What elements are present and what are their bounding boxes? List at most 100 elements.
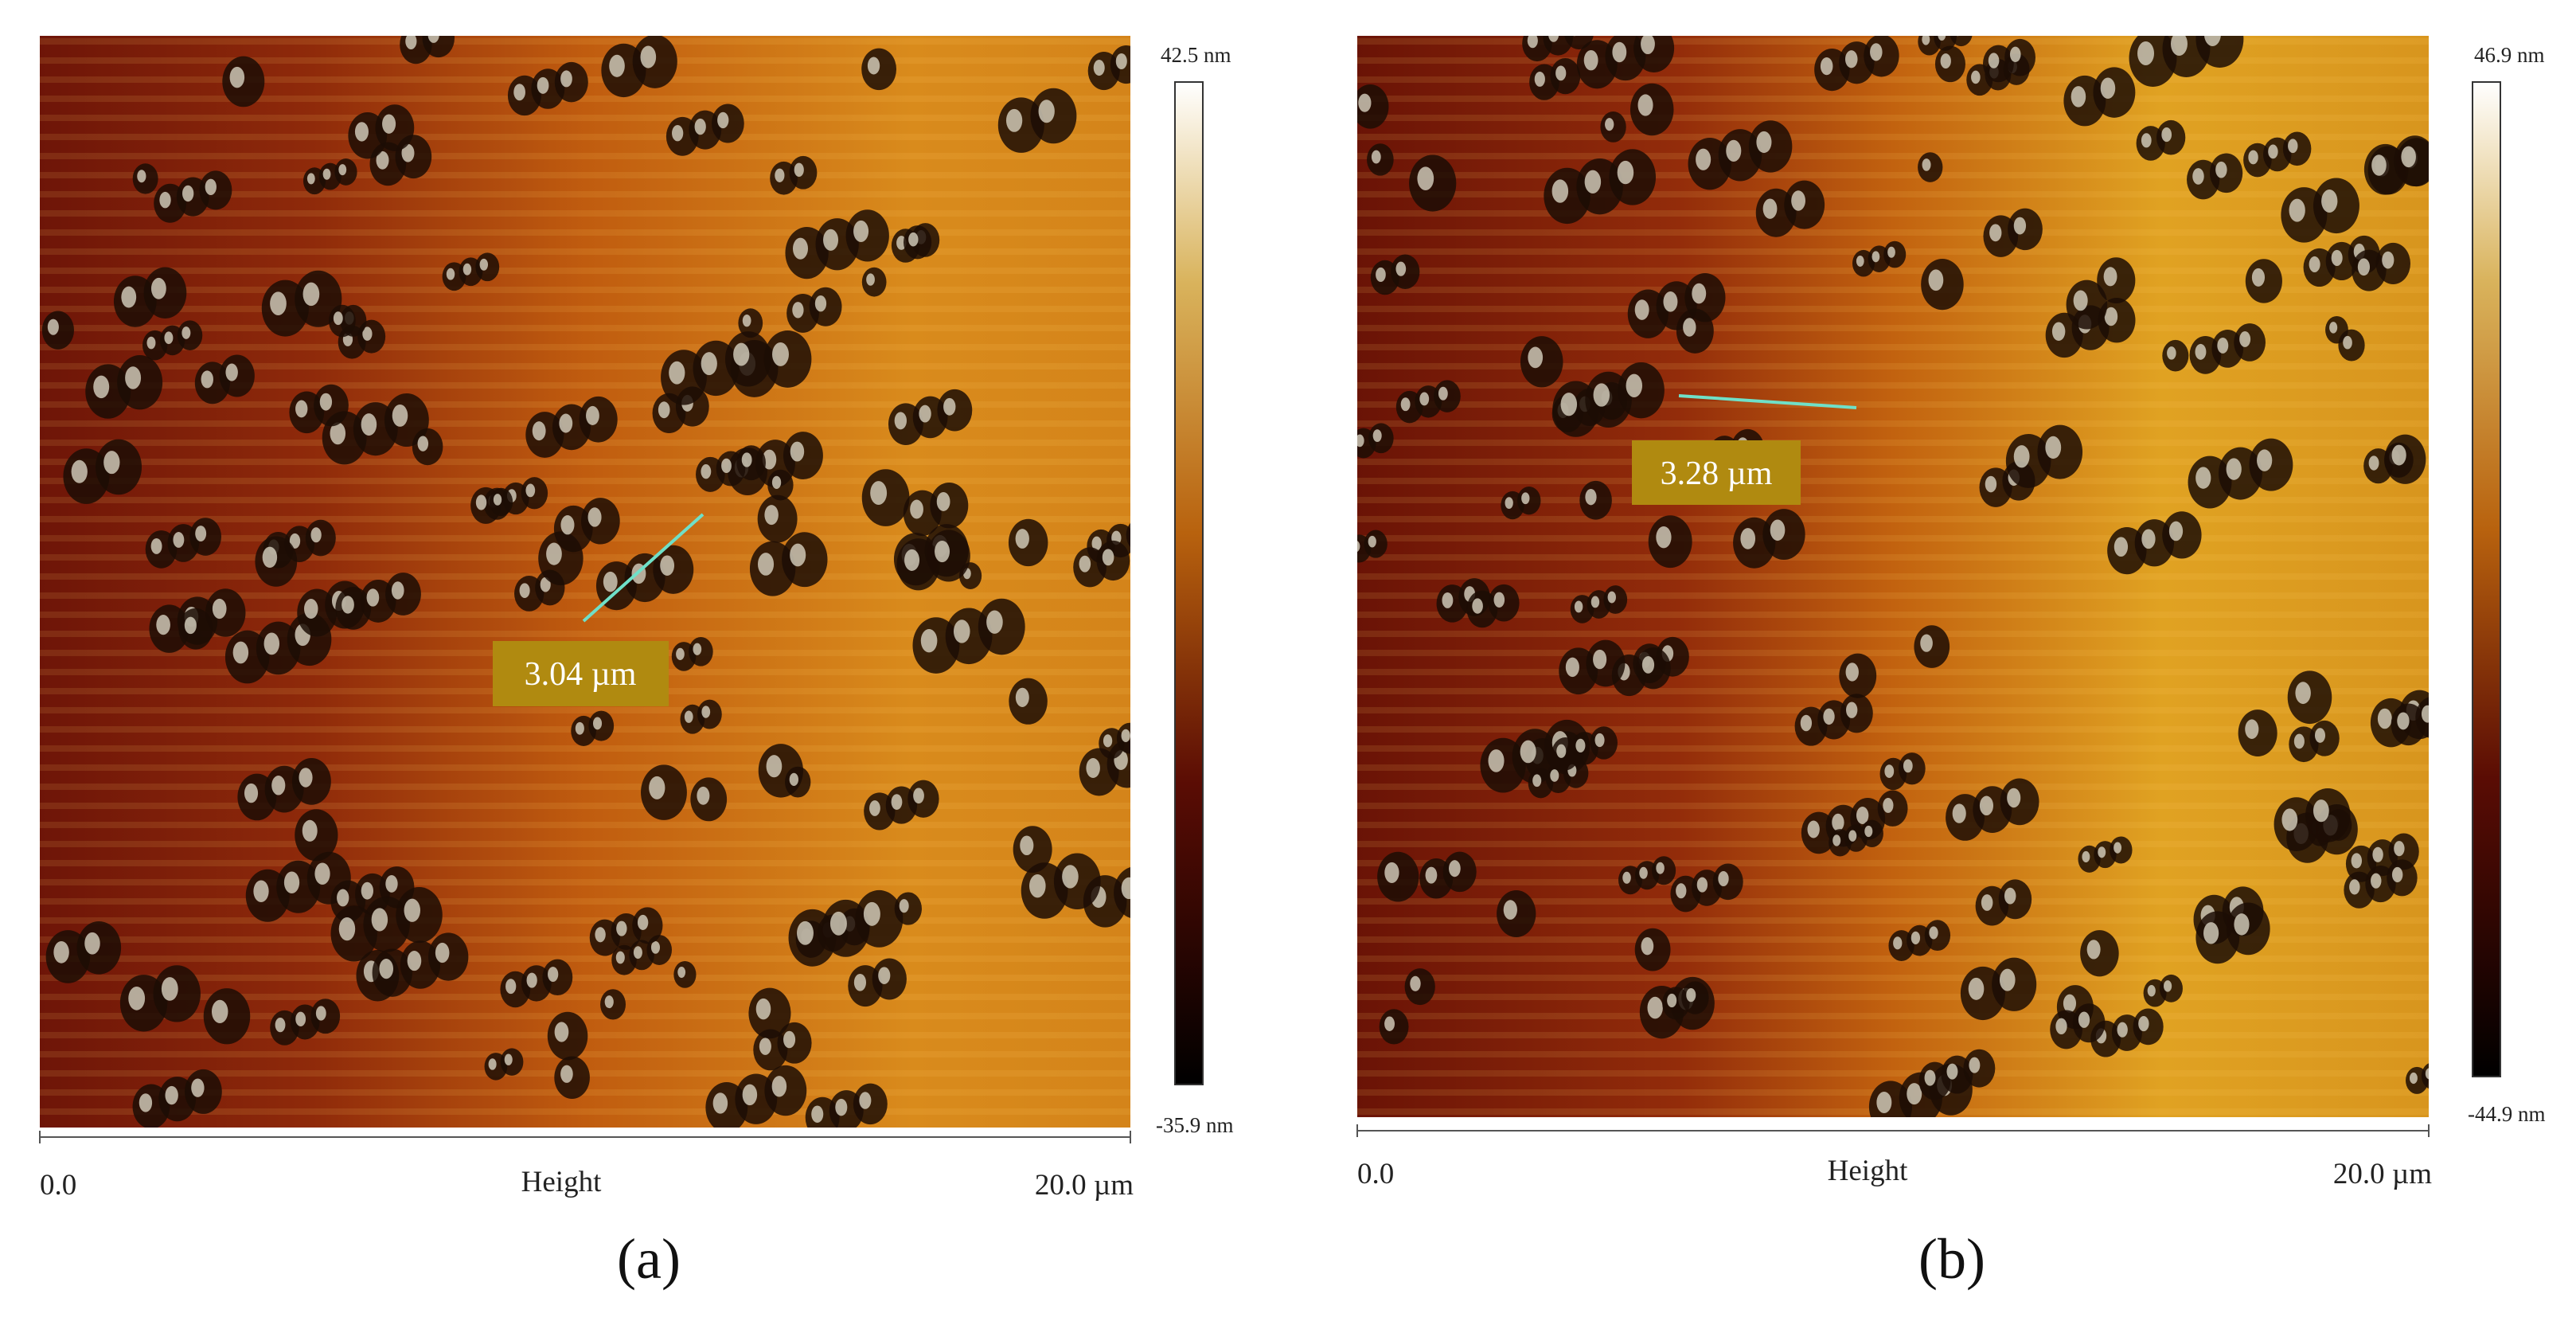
surface-feature — [1856, 255, 1864, 267]
surface-feature — [435, 942, 450, 963]
surface-feature — [1981, 894, 1993, 911]
surface-feature — [2073, 290, 2088, 311]
surface-feature — [2421, 1063, 2429, 1089]
surface-feature — [526, 972, 537, 988]
surface-feature — [1864, 825, 1873, 838]
surface-feature — [1583, 49, 1598, 71]
surface-feature — [1903, 759, 1913, 773]
surface-feature — [2004, 887, 2016, 905]
surface-feature — [232, 641, 249, 664]
surface-feature — [146, 336, 156, 350]
surface-feature — [943, 397, 956, 416]
surface-feature — [137, 170, 146, 183]
surface-feature — [2288, 139, 2298, 154]
surface-feature — [2082, 850, 2090, 863]
surface-feature — [150, 538, 162, 554]
surface-feature — [1893, 936, 1903, 950]
surface-feature — [1969, 1057, 1981, 1073]
surface-feature — [1472, 598, 1483, 614]
surface-feature — [1845, 662, 1859, 682]
surface-feature — [797, 920, 814, 945]
surface-feature — [790, 543, 806, 567]
surface-feature — [794, 162, 804, 178]
surface-feature — [2009, 46, 2021, 63]
surface-feature — [1590, 596, 1600, 608]
surface-feature — [935, 540, 950, 563]
surface-feature — [195, 526, 207, 541]
surface-feature — [2086, 940, 2101, 960]
surface-feature — [1656, 862, 1665, 874]
surface-feature — [2203, 922, 2219, 944]
colorbar — [1174, 81, 1204, 1085]
panel-b: 3.28 µm 46.9 nm -44.9 nm 0.0 Height 20.0… — [1356, 36, 2546, 1291]
surface-feature — [1555, 65, 1567, 81]
surface-feature — [546, 542, 562, 565]
surface-feature — [771, 475, 782, 489]
surface-feature — [2314, 728, 2326, 743]
surface-feature — [2161, 127, 2172, 143]
surface-feature — [338, 164, 347, 176]
surface-feature — [342, 596, 354, 614]
surface-feature — [322, 168, 331, 180]
surface-feature — [2007, 788, 2021, 808]
surface-feature — [1907, 1083, 1922, 1105]
surface-feature — [1115, 53, 1127, 70]
surface-feature — [1121, 729, 1130, 742]
surface-feature — [859, 1092, 872, 1109]
surface-feature — [2137, 41, 2155, 66]
surface-feature — [1656, 526, 1672, 549]
panel-label: (b) — [1918, 1227, 1985, 1291]
surface-feature — [1686, 988, 1696, 1003]
surface-feature — [407, 950, 422, 971]
surface-feature — [1856, 806, 1869, 824]
surface-feature — [1929, 926, 1938, 940]
surface-feature — [615, 951, 625, 964]
surface-feature — [1667, 993, 1677, 1008]
surface-feature — [53, 940, 69, 963]
surface-feature — [2251, 268, 2266, 287]
surface-feature — [385, 875, 398, 893]
surface-feature — [191, 1078, 205, 1097]
colorbar-min: -35.9 nm — [1156, 1113, 1234, 1137]
surface-feature — [371, 908, 388, 932]
surface-feature — [677, 967, 686, 979]
surface-feature — [1641, 656, 1655, 674]
surface-feature — [701, 352, 717, 376]
surface-feature — [2357, 258, 2371, 276]
surface-feature — [676, 647, 685, 661]
surface-feature — [1358, 93, 1372, 112]
surface-feature — [382, 114, 396, 134]
surface-feature — [814, 295, 827, 312]
surface-feature — [225, 363, 238, 381]
surface-feature — [633, 946, 642, 960]
surface-feature — [1988, 53, 2000, 68]
surface-feature — [164, 331, 174, 345]
surface-feature — [1103, 734, 1113, 748]
surface-feature — [1357, 434, 1364, 448]
surface-feature — [84, 932, 100, 955]
axis-end-label: 20.0 µm — [2333, 1158, 2432, 1190]
surface-feature — [701, 705, 711, 718]
surface-feature — [2351, 853, 2363, 869]
surface-feature — [741, 452, 752, 467]
surface-feature — [1641, 936, 1654, 956]
surface-feature — [1038, 100, 1055, 123]
surface-feature — [333, 311, 343, 326]
surface-feature — [540, 577, 551, 592]
surface-feature — [2248, 150, 2258, 165]
surface-feature — [275, 1017, 286, 1033]
surface-feature — [1548, 36, 1559, 42]
surface-feature — [586, 405, 599, 425]
surface-feature — [609, 54, 625, 77]
surface-feature — [1534, 71, 1545, 87]
surface-feature — [878, 967, 891, 984]
surface-feature — [205, 178, 217, 196]
surface-feature — [866, 273, 875, 286]
surface-feature — [181, 326, 191, 339]
surface-feature — [640, 45, 657, 68]
surface-feature — [513, 84, 525, 101]
surface-feature — [759, 1038, 771, 1055]
surface-feature — [263, 632, 280, 655]
surface-feature — [811, 1105, 824, 1123]
measure-box — [1632, 440, 1801, 505]
